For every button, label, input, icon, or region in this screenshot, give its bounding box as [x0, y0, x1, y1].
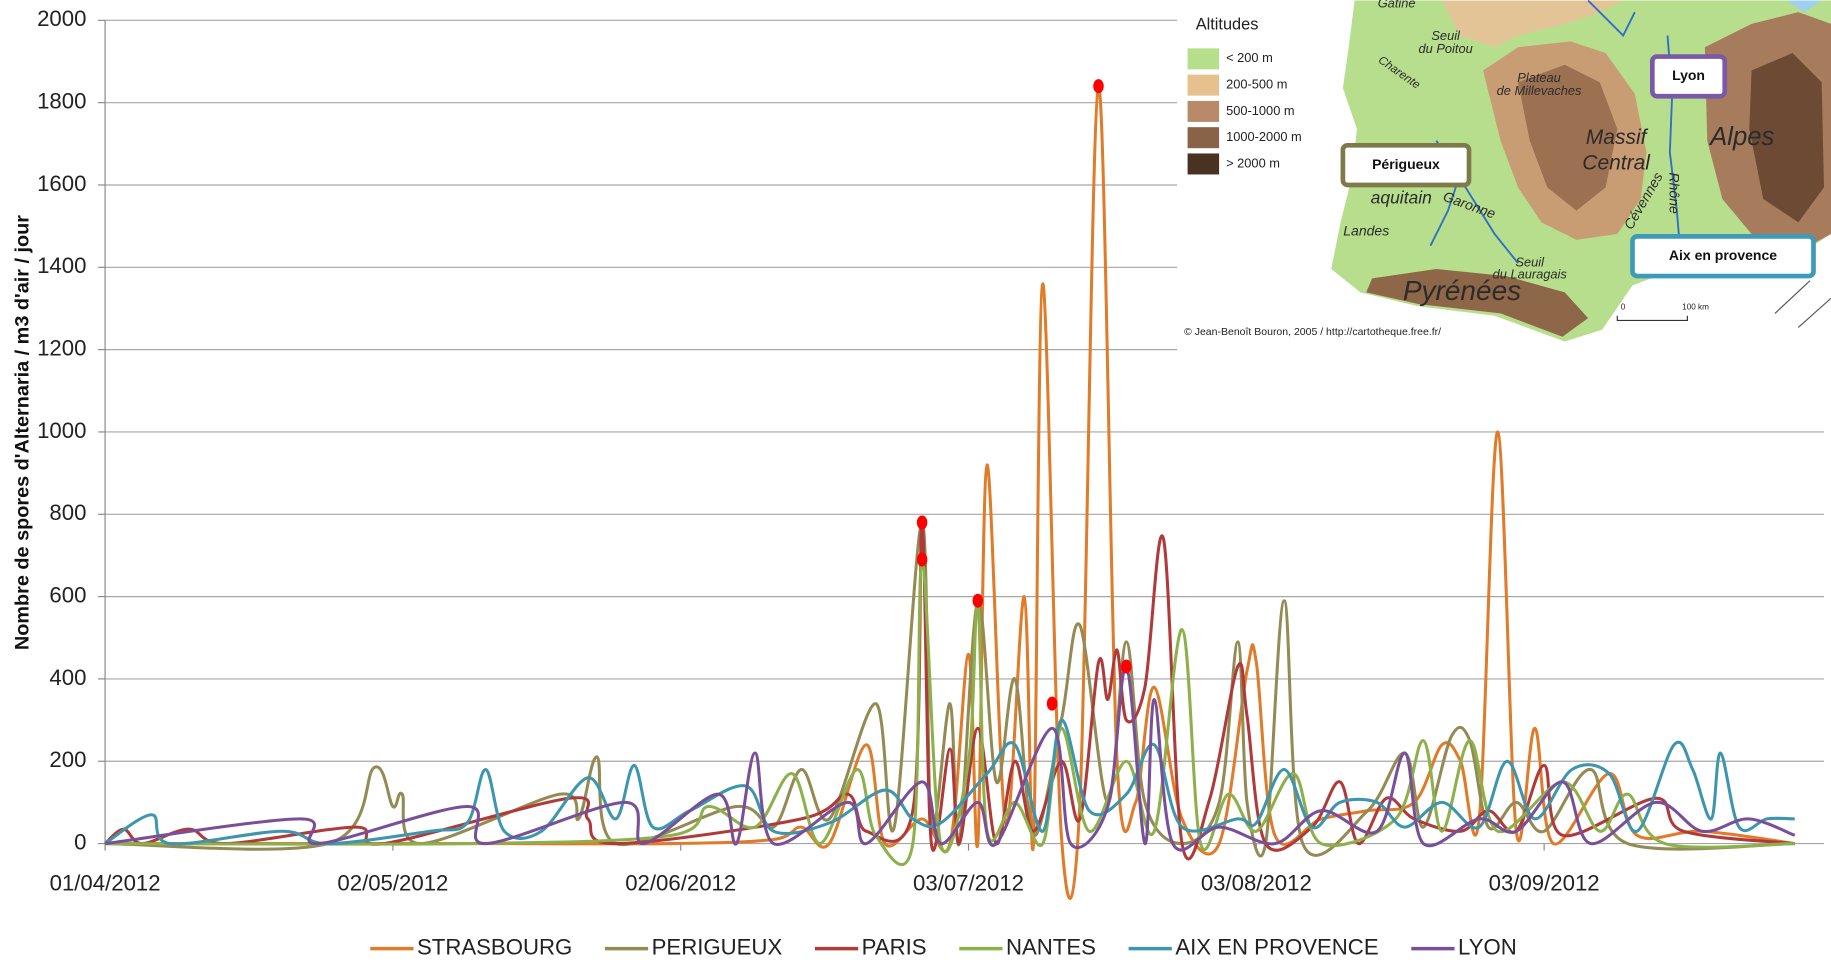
y-tick-label: 1000	[37, 418, 86, 443]
y-tick-label: 800	[49, 500, 86, 525]
map-legend-swatch	[1188, 127, 1220, 148]
y-tick-label: 600	[49, 582, 86, 607]
map-credit: © Jean-Benoît Bouron, 2005 / http://cart…	[1184, 326, 1441, 338]
legend-item: LYON	[1411, 935, 1516, 960]
map-place-label: Landes	[1343, 222, 1389, 238]
y-tick-label: 200	[49, 747, 86, 772]
map-place-label: Pyrénées	[1403, 275, 1521, 306]
city-label: Aix en provence	[1669, 247, 1777, 263]
legend: STRASBOURG PERIGUEUX PARIS NANTES AIX EN PRO…	[370, 935, 1516, 960]
legend-item: AIX EN PROVENCE	[1129, 935, 1379, 960]
highlight-point	[1047, 697, 1058, 711]
legend-item: STRASBOURG	[370, 935, 572, 960]
page: {"chart_data": { "type": "line", "y_labe…	[0, 0, 1831, 962]
map-place-label: Rhône	[1667, 173, 1683, 214]
y-tick-label: 400	[49, 665, 86, 690]
highlight-point	[1121, 660, 1132, 674]
legend-item: PERIGUEUX	[605, 935, 783, 960]
legend-label: AIX EN PROVENCE	[1175, 935, 1378, 960]
map-legend-swatch	[1188, 48, 1220, 69]
legend-item: PARIS	[815, 935, 927, 960]
map-legend-title: Altitudes	[1196, 15, 1259, 33]
chart: 0 200 400 600 800 1000 1200 1400 1600 1800 2000 01/…	[0, 0, 1831, 962]
legend-label: NANTES	[1006, 935, 1096, 960]
y-tick-label: 1200	[37, 335, 86, 360]
map-legend-label: 500-1000 m	[1226, 103, 1294, 118]
legend-label: PERIGUEUX	[652, 935, 783, 960]
city-label: Lyon	[1672, 67, 1705, 83]
map-place-label: aquitain	[1371, 188, 1432, 208]
map-place-label: Gatine	[1378, 0, 1416, 10]
map-place-label: Massif	[1586, 126, 1649, 149]
x-tick-label: 02/05/2012	[337, 870, 448, 895]
map-place-label: de Millevaches	[1497, 83, 1582, 98]
y-tick-label: 2000	[37, 6, 86, 31]
legend-item: NANTES	[959, 935, 1096, 960]
series-line	[105, 522, 1795, 858]
x-tick-label: 02/06/2012	[625, 870, 736, 895]
map-legend-label: > 2000 m	[1226, 155, 1280, 170]
map-scale-label: 0	[1621, 303, 1626, 312]
highlight-point	[1093, 79, 1104, 93]
map-legend-label: 200-500 m	[1226, 77, 1287, 92]
legend-label: LYON	[1458, 935, 1517, 960]
map-legend-label: 1000-2000 m	[1226, 129, 1302, 144]
map-place-label: du Poitou	[1419, 41, 1473, 56]
highlight-point	[917, 553, 928, 567]
legend-label: STRASBOURG	[417, 935, 572, 960]
x-tick-label: 03/09/2012	[1489, 870, 1600, 895]
highlight-point	[917, 516, 928, 530]
map-legend-swatch	[1188, 153, 1220, 174]
y-tick-label: 0	[74, 829, 86, 854]
map-legend-swatch	[1188, 75, 1220, 96]
series-line	[105, 523, 1795, 857]
x-tick-label: 01/04/2012	[50, 870, 161, 895]
map-legend-swatch	[1188, 101, 1220, 122]
city-label: Périgueux	[1372, 156, 1440, 172]
y-tick-label: 1600	[37, 171, 86, 196]
map-scale-label: 100 km	[1682, 303, 1709, 312]
highlight-point	[973, 594, 984, 608]
series-line	[105, 666, 1795, 850]
map-inset: Altitudes < 200 m 200-500 m 500-1000 m 1000-…	[1177, 0, 1831, 383]
y-axis-label: Nombre de spores d'Alternaria / m3 d'air…	[12, 215, 34, 650]
map-place-label: Central	[1582, 152, 1651, 175]
y-tick-label: 1400	[37, 253, 86, 278]
map-place-label: Alpes	[1708, 123, 1774, 151]
y-tick-label: 1800	[37, 89, 86, 114]
x-tick-label: 03/08/2012	[1201, 870, 1312, 895]
legend-label: PARIS	[862, 935, 927, 960]
x-tick-label: 03/07/2012	[913, 870, 1024, 895]
map-legend-label: < 200 m	[1226, 50, 1273, 65]
